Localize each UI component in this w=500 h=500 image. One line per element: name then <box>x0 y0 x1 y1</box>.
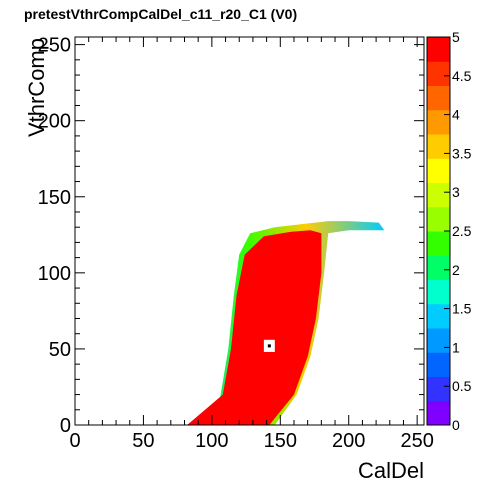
color-palette: 0 0.5 1 1.5 2 2.5 3 3.5 4 4.5 5 <box>426 29 472 433</box>
palette-tick-label: 4 <box>452 107 460 123</box>
palette-band <box>427 400 450 426</box>
y-axis: 0 50 100 150 200 250 <box>38 35 424 437</box>
palette-band <box>427 376 450 402</box>
main-region <box>187 230 322 425</box>
palette-band <box>427 109 450 135</box>
x-tick-label: 0 <box>69 430 80 452</box>
palette-band <box>427 37 450 62</box>
x-tick-label: 50 <box>132 430 154 452</box>
palette-tick-label: 3 <box>452 184 460 200</box>
palette-band <box>427 231 450 256</box>
palette-band <box>427 352 450 377</box>
palette-band <box>427 134 450 159</box>
x-tick-label: 100 <box>195 430 228 452</box>
empty-bin-dot <box>267 344 271 348</box>
palette-tick-label: 1 <box>452 339 460 355</box>
x-axis-label: CalDel <box>358 458 424 483</box>
plot-title: pretestVthrCompCalDel_c11_r20_C1 (V0) <box>24 6 298 22</box>
palette-tick-label: 0.5 <box>452 378 472 394</box>
palette-tick-label: 0 <box>452 417 460 433</box>
palette-tick-label: 4.5 <box>452 68 472 84</box>
palette-band <box>427 61 450 86</box>
x-axis: 0 50 100 150 200 250 <box>69 37 434 452</box>
y-axis-label: VthrComp <box>24 38 49 137</box>
hole-layer <box>263 339 275 352</box>
frame-layer <box>74 36 425 426</box>
palette-band <box>427 328 450 353</box>
palette-band <box>427 158 450 183</box>
x-tick-label: 200 <box>332 430 365 452</box>
y-tick-label: 50 <box>49 339 71 361</box>
palette-band <box>427 303 450 329</box>
palette-tick-label: 5 <box>452 29 460 45</box>
x-tick-label: 250 <box>400 430 433 452</box>
y-tick-label: 150 <box>38 187 71 209</box>
palette-tick-label: 1.5 <box>452 301 472 317</box>
palette-band <box>427 255 450 280</box>
y-tick-label: 100 <box>38 263 71 285</box>
palette-tick-label: 2.5 <box>452 223 472 239</box>
palette-tick-label: 2 <box>452 262 460 278</box>
palette-tick-label: 3.5 <box>452 145 472 161</box>
y-tick-label: 0 <box>60 415 71 437</box>
palette-band <box>427 85 450 111</box>
palette-band <box>427 206 450 232</box>
y-tick-label: 200 <box>38 111 71 133</box>
palette-band <box>427 279 450 305</box>
palette-band <box>427 182 450 208</box>
main-layer <box>187 230 322 425</box>
plot-frame <box>74 36 425 426</box>
x-tick-label: 150 <box>264 430 297 452</box>
y-tick-label: 250 <box>38 35 71 57</box>
